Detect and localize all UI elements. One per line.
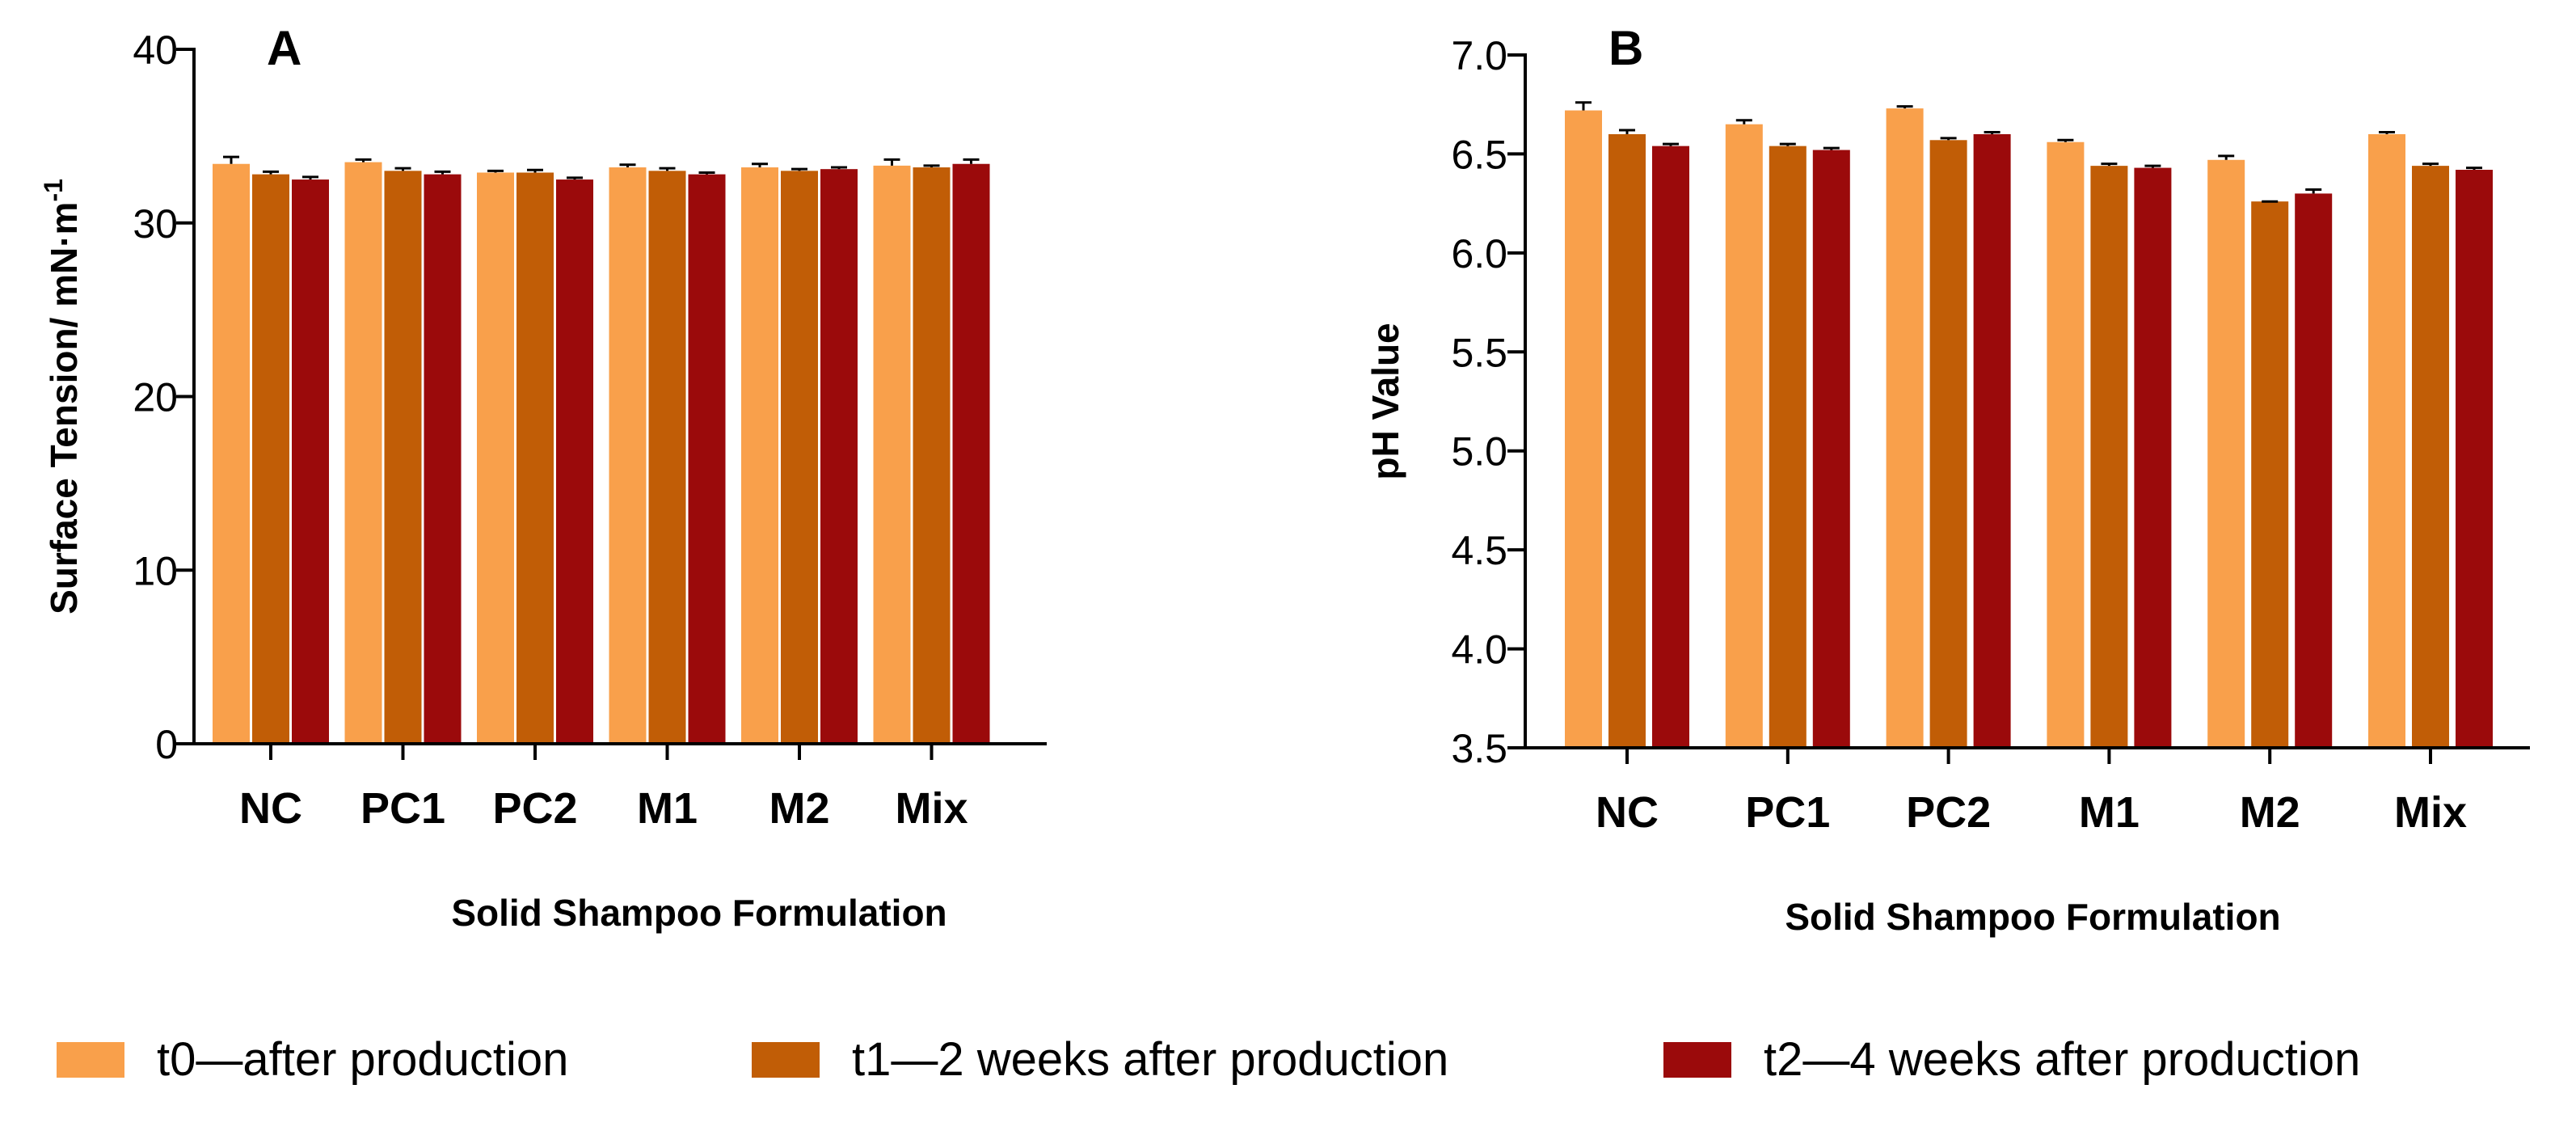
legend-swatch-t1 — [752, 1041, 820, 1078]
panel-a-bar-mix-t0 — [873, 165, 911, 744]
panel-a-xtick-label-m2: M2 — [769, 784, 829, 833]
panel-a-bar-nc-t2 — [292, 179, 329, 744]
panel-b-bar-nc-t2 — [1652, 146, 1689, 749]
panel-b-bar-m1-t2 — [2134, 167, 2172, 748]
legend-item-t0: t0—after production — [57, 1032, 568, 1087]
legend-swatch-t0 — [57, 1041, 124, 1078]
panel-a-xtick-label-pc2: PC2 — [492, 784, 577, 833]
panel-b-ytick-label-5: 6.0 — [1451, 231, 1507, 276]
panel-b-bar-pc2-t1 — [1929, 140, 1967, 748]
panel-b-xlabel: Solid Shampoo Formulation — [1785, 896, 2280, 938]
panel-a-bar-pc1-t0 — [344, 162, 382, 744]
panel-a-xtick-label-m1: M1 — [637, 784, 698, 833]
panel-a-label: A — [267, 21, 301, 75]
panel-b-ytick-label-1: 4.0 — [1451, 627, 1507, 673]
panel-a-bar-m2-t2 — [820, 169, 858, 745]
panel-b-bar-nc-t1 — [1608, 133, 1646, 748]
panel-a-bar-pc2-t1 — [516, 172, 554, 744]
panel-a-bar-m1-t1 — [648, 171, 686, 744]
panel-a-ytick-label-1: 10 — [133, 548, 178, 593]
panel-b-xtick-label-mix: Mix — [2394, 788, 2467, 837]
panel-a-ylabel-text: Surface Tension/ mN·m — [43, 202, 85, 614]
panel-b-bar-pc2-t0 — [1886, 108, 1924, 748]
panel-b-xtick-label-pc2: PC2 — [1906, 788, 1991, 837]
panel-b-ytick-label-0: 3.5 — [1451, 726, 1507, 771]
panel-b-bar-mix-t2 — [2456, 170, 2493, 748]
panel-b-bar-pc1-t0 — [1725, 124, 1763, 748]
panel-b-bar-m1-t0 — [2047, 141, 2085, 749]
legend-label-t0: t0—after production — [157, 1033, 569, 1086]
legend: t0—after production t1—2 weeks after pro… — [0, 1015, 2576, 1095]
panel-b-ytick-label-2: 4.5 — [1451, 528, 1507, 573]
panel-a-bar-pc2-t2 — [556, 179, 593, 744]
panel-b-bar-mix-t1 — [2412, 166, 2449, 748]
panel-a-bar-nc-t1 — [252, 174, 289, 744]
panel-a-ylabel: Surface Tension/ mN·m-1 — [39, 179, 85, 614]
panel-a-bar-pc1-t1 — [384, 171, 422, 744]
panel-a-xtick-label-nc: NC — [239, 784, 302, 833]
panel-a-xtick-label-pc1: PC1 — [360, 784, 445, 833]
panel-b-bar-m2-t2 — [2295, 193, 2333, 748]
panel-b-bar-pc1-t2 — [1812, 150, 1850, 748]
panel-b-ylabel: pH Value — [1364, 323, 1406, 479]
panel-b-xtick-label-nc: NC — [1596, 788, 1659, 837]
panel-a-bar-mix-t2 — [952, 163, 990, 745]
panel-a-xlabel: Solid Shampoo Formulation — [451, 892, 947, 934]
panel-b-bar-m1-t1 — [2090, 166, 2128, 748]
legend-label-t1: t1—2 weeks after production — [852, 1033, 1449, 1086]
panel-b-ytick-label-7: 7.0 — [1451, 33, 1507, 78]
panel-a-bar-m1-t0 — [609, 167, 647, 744]
charts-canvas: NC PC1 PC2 M1 M2 Mix 0 10 20 30 40 A Solid Shampoo F… — [39, 21, 2530, 938]
panel-a-bar-mix-t1 — [913, 167, 951, 744]
panel-b-xtick-label-m1: M1 — [2079, 788, 2140, 837]
legend-item-t1: t1—2 weeks after production — [752, 1032, 1448, 1087]
panel-b-bar-pc1-t1 — [1769, 146, 1807, 749]
panel-b-ytick-label-3: 5.0 — [1451, 429, 1507, 475]
panel-b-ylabel-text: pH Value — [1364, 323, 1406, 479]
panel-a-bar-pc1-t2 — [424, 174, 462, 744]
panel-b-bar-pc2-t2 — [1973, 133, 2011, 748]
legend-swatch-t2 — [1663, 1041, 1731, 1078]
panel-a-ylabel-sup: -1 — [39, 179, 68, 201]
legend-label-t2: t2—4 weeks after production — [1764, 1033, 2361, 1086]
panel-a-ytick-label-4: 40 — [133, 27, 178, 73]
panel-b-bar-m2-t0 — [2207, 159, 2245, 748]
panel-b-xtick-label-m2: M2 — [2240, 788, 2300, 837]
panel-b-ytick-label-4: 5.5 — [1451, 330, 1507, 375]
panel-a-bar-m2-t1 — [781, 171, 818, 744]
legend-item-t2: t2—4 weeks after production — [1663, 1032, 2360, 1087]
panel-b-label: B — [1608, 21, 1643, 75]
panel-a-bar-pc2-t0 — [477, 172, 514, 744]
panel-a-bar-m1-t2 — [688, 174, 726, 744]
panel-a-ytick-label-0: 0 — [155, 722, 178, 767]
panel-a-bar-nc-t0 — [213, 163, 250, 745]
panel-b-xtick-label-pc1: PC1 — [1745, 788, 1830, 837]
panel-b-bar-nc-t0 — [1565, 110, 1602, 748]
panel-a-bar-m2-t0 — [741, 167, 778, 744]
panel-b-ytick-label-6: 6.5 — [1451, 132, 1507, 177]
panel-b-bar-m2-t1 — [2251, 201, 2289, 749]
panel-b-bar-mix-t0 — [2368, 133, 2405, 748]
panel-a-xtick-label-mix: Mix — [895, 784, 968, 833]
panel-a-ytick-label-3: 30 — [133, 201, 178, 247]
panel-a-ytick-label-2: 20 — [133, 375, 178, 420]
